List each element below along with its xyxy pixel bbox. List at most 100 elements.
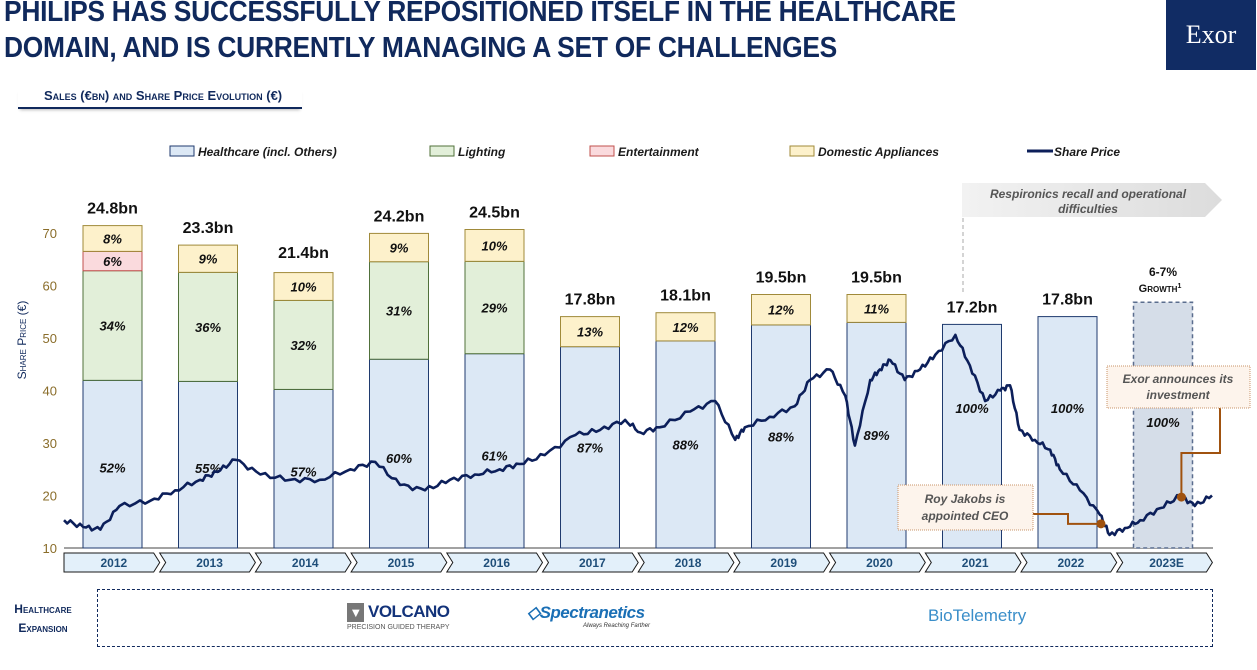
spectranetics-logo: ◇Spectranetics Always Reaching Farther bbox=[527, 603, 650, 629]
year-chevron bbox=[924, 552, 1022, 573]
bar-segment-healthcare bbox=[560, 346, 620, 549]
bar-segment-domestic-appliances bbox=[464, 229, 525, 262]
bar-segment-domestic-appliances bbox=[560, 316, 620, 348]
expansion-label-2: Expansion bbox=[18, 621, 68, 635]
legend-domestic-appliances: Domestic Appliances bbox=[818, 145, 939, 159]
y-axis-title: Share Price (€) bbox=[15, 301, 29, 380]
segment-pct-label: 8% bbox=[103, 231, 122, 246]
share-price-line bbox=[63, 333, 1213, 537]
respironics-text-2: difficulties bbox=[1058, 202, 1118, 216]
year-label: 2020 bbox=[866, 556, 893, 570]
segment-pct-label: 100% bbox=[1146, 415, 1180, 430]
segment-pct-label: 11% bbox=[864, 301, 889, 316]
exor-logo: Exor bbox=[1166, 0, 1256, 70]
year-label: 2018 bbox=[675, 556, 702, 570]
sales-total-label: 23.3bn bbox=[183, 220, 234, 237]
legend-lighting: Lighting bbox=[458, 145, 506, 159]
ceo-text-2: appointed CEO bbox=[922, 509, 1009, 523]
year-chevron bbox=[1115, 552, 1213, 573]
bar-segment-healthcare bbox=[751, 324, 811, 549]
bar-segment-lighting bbox=[464, 260, 525, 355]
bar-segment-healthcare bbox=[1037, 316, 1098, 549]
exor-callout-box bbox=[1106, 365, 1251, 409]
year-chevron bbox=[541, 552, 639, 573]
spectranetics-tagline: Always Reaching Farther bbox=[583, 623, 651, 629]
segment-pct-label: 9% bbox=[199, 252, 218, 267]
bar-segment-lighting bbox=[369, 261, 429, 360]
segment-pct-label: 34% bbox=[99, 319, 125, 334]
y-tick-label: 10 bbox=[43, 541, 57, 556]
year-chevron bbox=[63, 552, 161, 573]
ceo-marker bbox=[1096, 519, 1106, 529]
segment-pct-label: 9% bbox=[390, 241, 409, 256]
sales-total-label: 19.5bn bbox=[756, 270, 807, 287]
legend: Healthcare (incl. Others) Lighting Enter… bbox=[169, 145, 1120, 159]
exor-callout: Exor announces its investment bbox=[1106, 365, 1251, 502]
estimate-growth-value: 6-7% bbox=[1149, 265, 1177, 279]
bar-segment-domestic-appliances bbox=[178, 244, 238, 273]
year-chevron bbox=[732, 552, 831, 573]
segment-pct-label: 10% bbox=[481, 238, 507, 253]
legend-share-price: Share Price bbox=[1054, 145, 1120, 159]
title-line-2: DOMAIN, AND IS CURRENTLY MANAGING A SET … bbox=[4, 32, 837, 64]
legend-entertainment: Entertainment bbox=[618, 145, 700, 159]
spectranetics-icon: ◇ bbox=[527, 603, 540, 622]
year-label: 2017 bbox=[579, 556, 606, 570]
year-chevron bbox=[445, 552, 544, 573]
legend-swatch-lighting bbox=[429, 145, 455, 157]
bar-segment-lighting bbox=[273, 299, 334, 390]
year-label: 2021 bbox=[962, 556, 989, 570]
segment-pct-label: 12% bbox=[768, 303, 794, 318]
sales-total-label: 21.4bn bbox=[278, 245, 329, 262]
bar-segment-domestic-appliances bbox=[846, 294, 907, 323]
chart-subtitle: Sales (€bn) and Share Price Evolution (€… bbox=[18, 88, 303, 109]
bar-segment-lighting bbox=[178, 271, 238, 382]
bar-segment-healthcare bbox=[273, 388, 334, 549]
segment-pct-label: 36% bbox=[195, 320, 221, 335]
year-chevron bbox=[254, 552, 352, 573]
segment-pct-label: 6% bbox=[103, 254, 122, 269]
volcano-name: VOLCANO bbox=[368, 602, 450, 621]
page-title: PHILIPS HAS SUCCESSFULLY REPOSITIONED IT… bbox=[4, 0, 956, 66]
segment-pct-label: 32% bbox=[290, 338, 316, 353]
legend-swatch-healthcare bbox=[169, 145, 195, 157]
sales-total-label: 17.2bn bbox=[947, 299, 998, 316]
respironics-annotation: Respironics recall and operational diffi… bbox=[962, 183, 1222, 292]
expansion-label-1: Healthcare bbox=[14, 602, 72, 616]
y-axis-ticks: 10 20 30 40 50 60 70 bbox=[43, 226, 57, 556]
segment-pct-label: 13% bbox=[577, 325, 603, 340]
segment-pct-label: 100% bbox=[955, 401, 989, 416]
y-tick-label: 30 bbox=[43, 436, 57, 451]
year-timeline: 2012 2013 2014 2015 2016 2017 2018 2019 2020 2021… bbox=[63, 552, 1213, 573]
segment-pct-label: 29% bbox=[480, 301, 507, 316]
bar-segment-lighting bbox=[82, 270, 143, 381]
segment-pct-label: 31% bbox=[386, 303, 412, 318]
volcano-icon: ▼ bbox=[347, 602, 364, 622]
footnote-mark: 1 bbox=[1177, 283, 1181, 290]
y-tick-label: 60 bbox=[43, 279, 57, 294]
year-label: 2012 bbox=[100, 556, 127, 570]
estimate-growth-label: Growth1 bbox=[1139, 283, 1182, 295]
year-label: 2013 bbox=[196, 556, 223, 570]
year-chevron bbox=[158, 552, 256, 573]
year-label: 2014 bbox=[292, 556, 319, 570]
sales-total-label: 24.8bn bbox=[87, 201, 138, 218]
exor-text-2: investment bbox=[1146, 388, 1210, 402]
segment-pct-label: 12% bbox=[672, 320, 698, 335]
spectranetics-name: Spectranetics bbox=[539, 603, 646, 622]
y-tick-label: 70 bbox=[43, 226, 57, 241]
year-label: 2016 bbox=[483, 556, 510, 570]
bar-segment-domestic-appliances bbox=[369, 232, 429, 263]
respironics-text-1: Respironics recall and operational bbox=[990, 187, 1187, 201]
ceo-callout: Roy Jakobs is appointed CEO bbox=[897, 484, 1106, 531]
healthcare-expansion-box bbox=[97, 589, 1213, 647]
segment-pct-label: 52% bbox=[99, 461, 125, 476]
segment-pct-label: 10% bbox=[290, 279, 316, 294]
respironics-arrow bbox=[962, 183, 1222, 217]
legend-healthcare: Healthcare (incl. Others) bbox=[198, 145, 337, 159]
legend-swatch-domestic bbox=[789, 145, 815, 157]
bar-segment-healthcare bbox=[369, 358, 429, 549]
y-tick-label: 40 bbox=[43, 384, 57, 399]
title-line-1: PHILIPS HAS SUCCESSFULLY REPOSITIONED IT… bbox=[4, 0, 956, 28]
